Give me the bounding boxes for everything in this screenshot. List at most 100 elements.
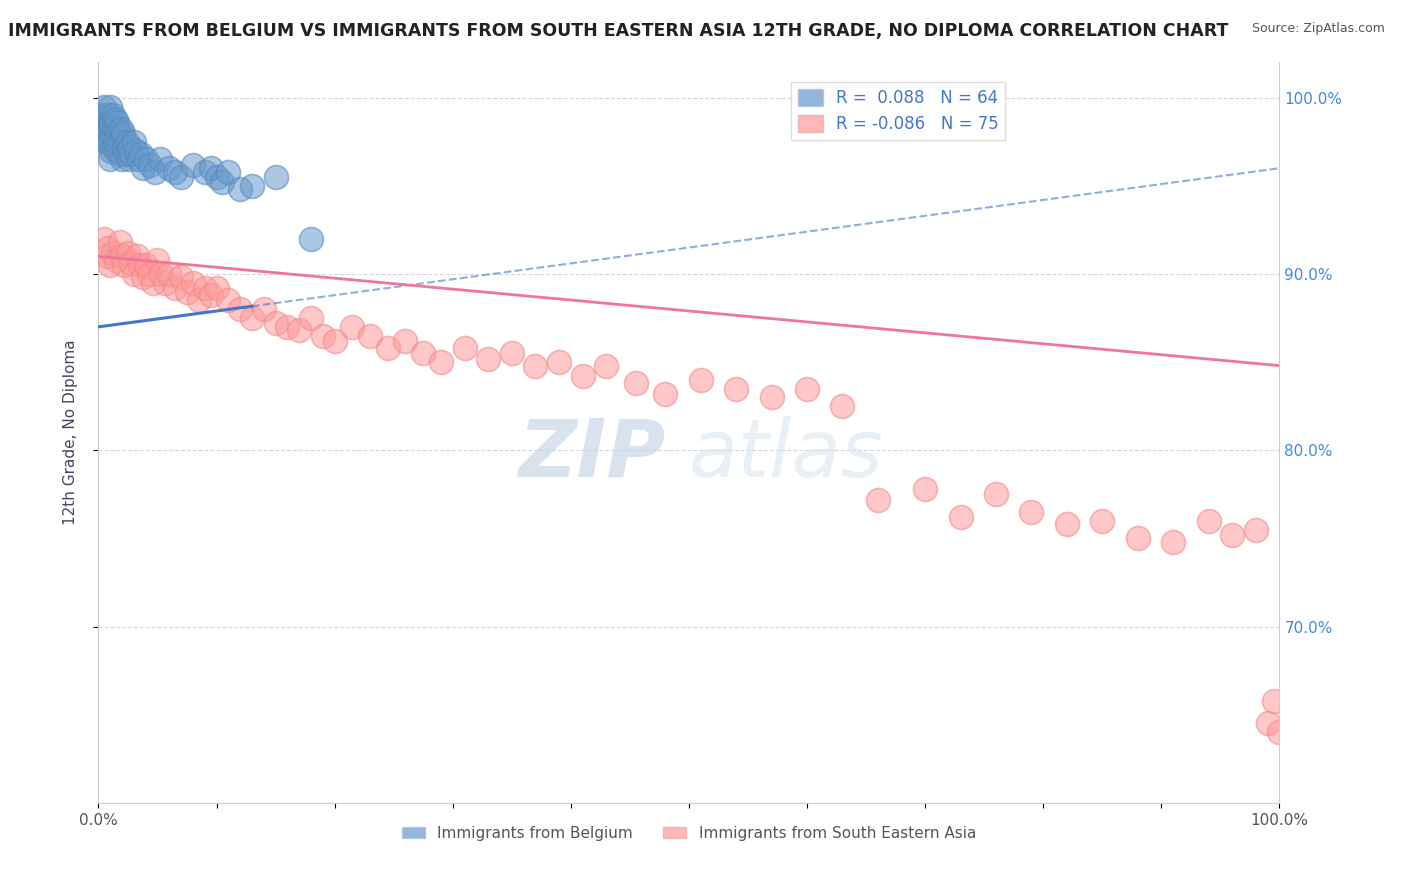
Point <box>984 487 1007 501</box>
Point <box>1244 523 1267 537</box>
Point <box>142 276 165 290</box>
Point <box>157 267 180 281</box>
Point <box>132 270 155 285</box>
Point <box>359 328 381 343</box>
Point <box>105 115 128 129</box>
Point <box>94 117 117 131</box>
Point <box>97 240 120 254</box>
Point <box>1126 532 1149 546</box>
Point <box>725 382 748 396</box>
Point <box>146 252 169 267</box>
Point <box>394 334 416 348</box>
Point <box>112 126 135 140</box>
Point <box>98 153 121 167</box>
Point <box>1056 517 1078 532</box>
Point <box>96 108 118 122</box>
Point <box>211 175 233 189</box>
Point <box>115 135 138 149</box>
Point <box>120 140 142 154</box>
Point <box>98 108 121 122</box>
Point <box>105 122 128 136</box>
Point <box>107 124 129 138</box>
Point <box>194 165 217 179</box>
Point <box>112 258 135 272</box>
Point <box>1161 535 1184 549</box>
Point <box>101 129 124 144</box>
Point <box>111 129 134 144</box>
Point <box>114 147 136 161</box>
Point <box>761 390 783 404</box>
Point <box>132 161 155 176</box>
Point <box>104 112 127 126</box>
Point <box>108 147 131 161</box>
Point <box>217 293 239 308</box>
Point <box>165 165 187 179</box>
Point <box>187 293 209 308</box>
Point <box>104 133 127 147</box>
Point <box>299 311 322 326</box>
Point <box>1198 514 1220 528</box>
Legend: Immigrants from Belgium, Immigrants from South Eastern Asia: Immigrants from Belgium, Immigrants from… <box>396 820 981 847</box>
Point <box>453 341 475 355</box>
Point <box>108 235 131 250</box>
Point <box>949 510 972 524</box>
Point <box>103 120 125 135</box>
Point <box>93 232 115 246</box>
Point <box>100 117 122 131</box>
Point <box>796 382 818 396</box>
Point <box>229 302 252 317</box>
Point <box>866 492 889 507</box>
Point <box>170 169 193 184</box>
Point <box>150 267 173 281</box>
Point <box>108 135 131 149</box>
Point <box>98 258 121 272</box>
Point <box>105 136 128 151</box>
Point <box>98 99 121 113</box>
Point <box>100 144 122 158</box>
Point <box>143 165 166 179</box>
Point <box>111 153 134 167</box>
Point <box>105 144 128 158</box>
Point <box>128 153 150 167</box>
Point <box>97 135 120 149</box>
Point <box>299 232 322 246</box>
Point <box>205 281 228 295</box>
Point <box>165 281 187 295</box>
Point <box>127 249 149 263</box>
Point <box>430 355 453 369</box>
Point <box>96 249 118 263</box>
Point <box>288 323 311 337</box>
Point <box>181 158 204 172</box>
Text: ZIP: ZIP <box>517 416 665 494</box>
Point <box>264 169 287 184</box>
Point <box>93 126 115 140</box>
Point <box>1268 725 1291 739</box>
Point <box>121 147 143 161</box>
Point <box>128 258 150 272</box>
Point <box>121 256 143 270</box>
Point <box>654 387 676 401</box>
Point <box>200 288 222 302</box>
Point <box>97 117 120 131</box>
Point <box>1257 716 1279 731</box>
Point <box>110 122 132 136</box>
Point <box>689 373 711 387</box>
Point <box>914 482 936 496</box>
Y-axis label: 12th Grade, No Diploma: 12th Grade, No Diploma <box>63 340 77 525</box>
Point <box>96 126 118 140</box>
Point <box>129 147 152 161</box>
Point <box>194 281 217 295</box>
Point <box>477 351 499 366</box>
Point <box>342 319 364 334</box>
Point <box>595 359 617 373</box>
Point <box>205 169 228 184</box>
Point <box>831 399 853 413</box>
Point <box>181 276 204 290</box>
Point <box>312 328 335 343</box>
Point <box>105 252 128 267</box>
Point <box>200 161 222 176</box>
Point <box>229 182 252 196</box>
Point <box>377 341 399 355</box>
Point <box>571 369 593 384</box>
Point <box>111 249 134 263</box>
